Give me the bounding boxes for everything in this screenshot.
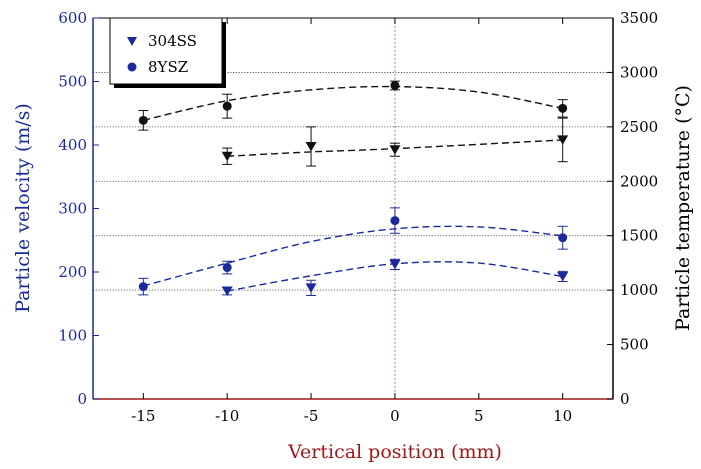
fit-curve-temperature-8ysz xyxy=(143,85,563,122)
right-y-tick-label: 2000 xyxy=(620,172,658,190)
x-tick-label: -10 xyxy=(215,407,239,425)
left-y-tick-label: 100 xyxy=(58,327,87,345)
data-points xyxy=(138,80,569,297)
right-y-tick-label: 1500 xyxy=(620,227,658,245)
x-tick-label: 5 xyxy=(474,407,484,425)
x-tick-label: 10 xyxy=(553,407,572,425)
left-y-axis-label: Particle velocity (m/s) xyxy=(12,103,34,313)
error-bars xyxy=(138,80,568,296)
point-8ysz-velocity xyxy=(558,233,568,243)
point-304ss-velocity xyxy=(221,286,233,297)
point-8ysz-velocity xyxy=(222,263,232,273)
right-y-tick-label: 1000 xyxy=(620,281,658,299)
point-8ysz-temperature xyxy=(558,103,568,113)
point-8ysz-temperature xyxy=(222,101,232,111)
point-304ss-temperature xyxy=(557,135,569,145)
point-304ss-temperature xyxy=(389,145,401,155)
point-304ss-velocity xyxy=(389,259,401,270)
x-axis-label: Vertical position (mm) xyxy=(287,441,502,463)
fit-curve-temperature-304ss xyxy=(227,139,563,157)
x-tick-label: -5 xyxy=(304,407,319,425)
left-y-tick-label: 500 xyxy=(58,73,87,91)
right-y-tick-label: 3500 xyxy=(620,9,658,27)
fit-curve-velocity-8ysz xyxy=(143,225,563,287)
point-8ysz-velocity xyxy=(390,216,400,226)
point-304ss-velocity xyxy=(305,283,317,293)
right-y-tick-label: 500 xyxy=(620,336,649,354)
x-tick-label: -15 xyxy=(131,407,155,425)
left-y-tick-label: 200 xyxy=(58,263,87,281)
point-304ss-temperature xyxy=(305,141,317,152)
point-8ysz-temperature xyxy=(138,115,148,125)
legend-marker-8ysz xyxy=(127,62,137,72)
legend: 304SS 8YSZ xyxy=(109,17,226,88)
point-304ss-velocity xyxy=(557,271,569,282)
legend-box xyxy=(109,17,223,85)
right-y-tick-label: 2500 xyxy=(620,118,658,136)
left-y-tick-label: 400 xyxy=(58,136,87,154)
gridlines xyxy=(93,72,613,291)
right-y-tick-label: 0 xyxy=(620,390,630,408)
point-304ss-temperature xyxy=(221,151,233,162)
point-8ysz-velocity xyxy=(138,282,148,292)
legend-label-8ysz: 8YSZ xyxy=(148,58,188,76)
axis-ticks: -15 -10 -5 0 5 100100200300400500600050010001… xyxy=(58,9,658,425)
left-y-tick-label: 300 xyxy=(58,200,87,218)
legend-marker-304ss xyxy=(127,37,137,46)
right-y-axis-label: Particle temperature (°C) xyxy=(672,85,694,331)
legend-label-304ss: 304SS xyxy=(148,32,197,50)
right-y-tick-label: 3000 xyxy=(620,63,658,81)
point-8ysz-temperature xyxy=(390,80,400,90)
left-y-tick-label: 600 xyxy=(58,9,87,27)
left-y-tick-label: 0 xyxy=(77,390,87,408)
fit-curves xyxy=(143,85,563,292)
x-tick-label: 0 xyxy=(390,407,400,425)
